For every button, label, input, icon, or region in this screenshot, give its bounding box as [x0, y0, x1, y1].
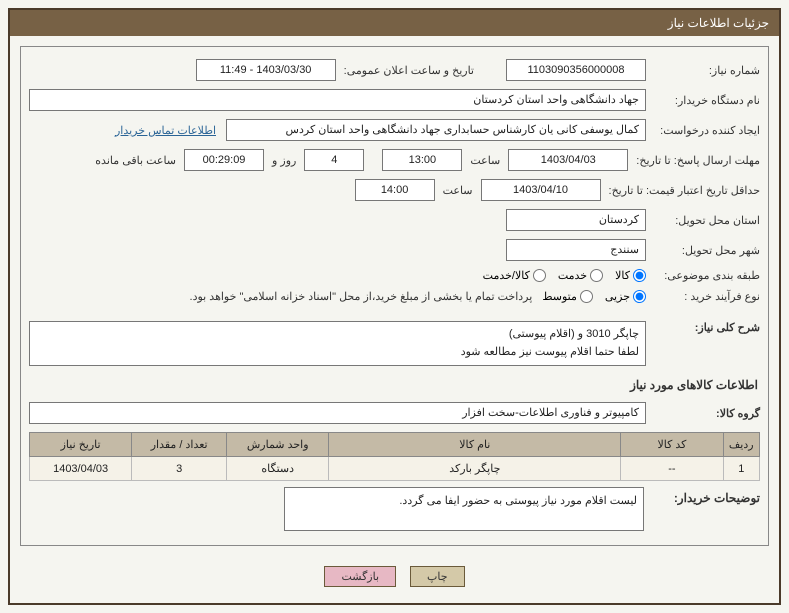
category-radio-item[interactable]: کالا [615, 269, 646, 282]
validity-min-date: 1403/04/10 [481, 179, 601, 201]
items-header-cell: تعداد / مقدار [132, 433, 227, 457]
response-deadline-days: 4 [304, 149, 364, 171]
items-header-cell: تاریخ نیاز [30, 433, 132, 457]
purchase-type-radio-label: جزیی [605, 290, 630, 303]
purchase-type-radio[interactable] [633, 290, 646, 303]
buyer-org-value: جهاد دانشگاهی واحد استان کردستان [29, 89, 646, 111]
items-header-cell: ردیف [723, 433, 760, 457]
category-radio-label: خدمت [558, 269, 587, 282]
buyer-org-label: نام دستگاه خریدار: [650, 94, 760, 107]
buyer-desc-label: توضیحات خریدار: [650, 487, 760, 505]
category-radio-label: کالا/خدمت [483, 269, 530, 282]
row-goods-group: گروه کالا: کامپیوتر و فناوری اطلاعات-سخت… [29, 398, 760, 428]
table-cell: 1403/04/03 [30, 457, 132, 481]
buyer-contact-link[interactable]: اطلاعات تماس خریدار [115, 124, 222, 137]
category-radio-group: کالا خدمت کالا/خدمت [483, 269, 646, 282]
items-header-cell: واحد شمارش [227, 433, 329, 457]
announce-datetime-value: 1403/03/30 - 11:49 [196, 59, 336, 81]
category-radio[interactable] [590, 269, 603, 282]
table-cell: -- [621, 457, 723, 481]
main-frame: جزئیات اطلاعات نیاز شماره نیاز: 11030903… [8, 8, 781, 605]
purchase-type-radio-group: جزیی متوسط [542, 290, 646, 303]
table-cell: دستگاه [227, 457, 329, 481]
delivery-province-value: کردستان [506, 209, 646, 231]
validity-min-label: حداقل تاریخ اعتبار قیمت: تا تاریخ: [605, 184, 760, 197]
requester-value: کمال یوسفی کانی یان کارشناس حسابداری جها… [226, 119, 646, 141]
row-need-number: شماره نیاز: 1103090356000008 تاریخ و ساع… [29, 55, 760, 85]
delivery-city-label: شهر محل تحویل: [650, 244, 760, 257]
need-number-label: شماره نیاز: [650, 64, 760, 77]
row-response-deadline: مهلت ارسال پاسخ: تا تاریخ: 1403/04/03 سا… [29, 145, 760, 175]
need-number-value: 1103090356000008 [506, 59, 646, 81]
goods-group-label: گروه کالا: [650, 407, 760, 420]
overall-desc-box: چاپگر 3010 و (اقلام پیوستی) لطفا حتما اق… [29, 321, 646, 366]
button-row: چاپ بازگشت [20, 554, 769, 593]
purchase-type-label: نوع فرآیند خرید : [650, 290, 760, 303]
category-radio[interactable] [633, 269, 646, 282]
items-table: ردیفکد کالانام کالاواحد شمارشتعداد / مقد… [29, 432, 760, 481]
overall-desc-line2: لطفا حتما اقلام پیوست نیز مطالعه شود [36, 344, 639, 362]
requester-label: ایجاد کننده درخواست: [650, 124, 760, 137]
purchase-type-radio-label: متوسط [542, 290, 577, 303]
category-radio-label: کالا [615, 269, 630, 282]
row-requester: ایجاد کننده درخواست: کمال یوسفی کانی یان… [29, 115, 760, 145]
purchase-type-note: پرداخت تمام یا بخشی از مبلغ خرید،از محل … [190, 290, 539, 303]
back-button[interactable]: بازگشت [324, 566, 396, 587]
page-title: جزئیات اطلاعات نیاز [668, 16, 769, 30]
category-radio-item[interactable]: خدمت [558, 269, 603, 282]
items-header-cell: کد کالا [621, 433, 723, 457]
buyer-desc-textarea: لیست اقلام مورد نیاز پیوستی به حضور ایفا… [284, 487, 644, 531]
print-button[interactable]: چاپ [410, 566, 465, 587]
items-header-row: ردیفکد کالانام کالاواحد شمارشتعداد / مقد… [30, 433, 760, 457]
items-body: 1--چاپگر بارکددستگاه31403/04/03 [30, 457, 760, 481]
goods-group-value: کامپیوتر و فناوری اطلاعات-سخت افزار [29, 402, 646, 424]
table-cell: 1 [723, 457, 760, 481]
response-deadline-time-label: ساعت [466, 154, 504, 167]
response-deadline-remaining-label: ساعت باقی مانده [91, 154, 180, 167]
table-cell: چاپگر بارکد [329, 457, 621, 481]
row-delivery-city: شهر محل تحویل: سنندج [29, 235, 760, 265]
validity-min-time: 14:00 [355, 179, 435, 201]
purchase-type-radio-item[interactable]: متوسط [542, 290, 593, 303]
response-deadline-days-label: روز و [268, 154, 300, 167]
response-deadline-date: 1403/04/03 [508, 149, 628, 171]
row-buyer-org: نام دستگاه خریدار: جهاد دانشگاهی واحد اس… [29, 85, 760, 115]
row-category: طبقه بندی موضوعی: کالا خدمت کالا/خدمت [29, 265, 760, 286]
response-deadline-remaining: 00:29:09 [184, 149, 264, 171]
announce-datetime-label: تاریخ و ساعت اعلان عمومی: [340, 64, 478, 77]
purchase-type-radio-item[interactable]: جزیی [605, 290, 646, 303]
category-radio-item[interactable]: کالا/خدمت [483, 269, 546, 282]
page-title-bar: جزئیات اطلاعات نیاز [10, 10, 779, 36]
purchase-type-radio[interactable] [580, 290, 593, 303]
overall-desc-label: شرح کلی نیاز: [650, 321, 760, 334]
row-delivery-province: استان محل تحویل: کردستان [29, 205, 760, 235]
details-fieldset: شماره نیاز: 1103090356000008 تاریخ و ساع… [20, 46, 769, 546]
overall-desc-line1: چاپگر 3010 و (اقلام پیوستی) [36, 326, 639, 344]
row-purchase-type: نوع فرآیند خرید : جزیی متوسط پرداخت تمام … [29, 286, 760, 307]
content-area: شماره نیاز: 1103090356000008 تاریخ و ساع… [10, 36, 779, 603]
row-validity-min: حداقل تاریخ اعتبار قیمت: تا تاریخ: 1403/… [29, 175, 760, 205]
category-radio[interactable] [533, 269, 546, 282]
validity-min-time-label: ساعت [439, 184, 477, 197]
table-row: 1--چاپگر بارکددستگاه31403/04/03 [30, 457, 760, 481]
items-header-cell: نام کالا [329, 433, 621, 457]
category-label: طبقه بندی موضوعی: [650, 269, 760, 282]
row-overall-desc: شرح کلی نیاز: چاپگر 3010 و (اقلام پیوستی… [29, 317, 760, 370]
row-buyer-desc: توضیحات خریدار: لیست اقلام مورد نیاز پیو… [29, 481, 760, 537]
items-section-title: اطلاعات کالاهای مورد نیاز [31, 378, 758, 392]
delivery-city-value: سنندج [506, 239, 646, 261]
table-cell: 3 [132, 457, 227, 481]
delivery-province-label: استان محل تحویل: [650, 214, 760, 227]
response-deadline-time: 13:00 [382, 149, 462, 171]
response-deadline-label: مهلت ارسال پاسخ: تا تاریخ: [632, 154, 760, 167]
